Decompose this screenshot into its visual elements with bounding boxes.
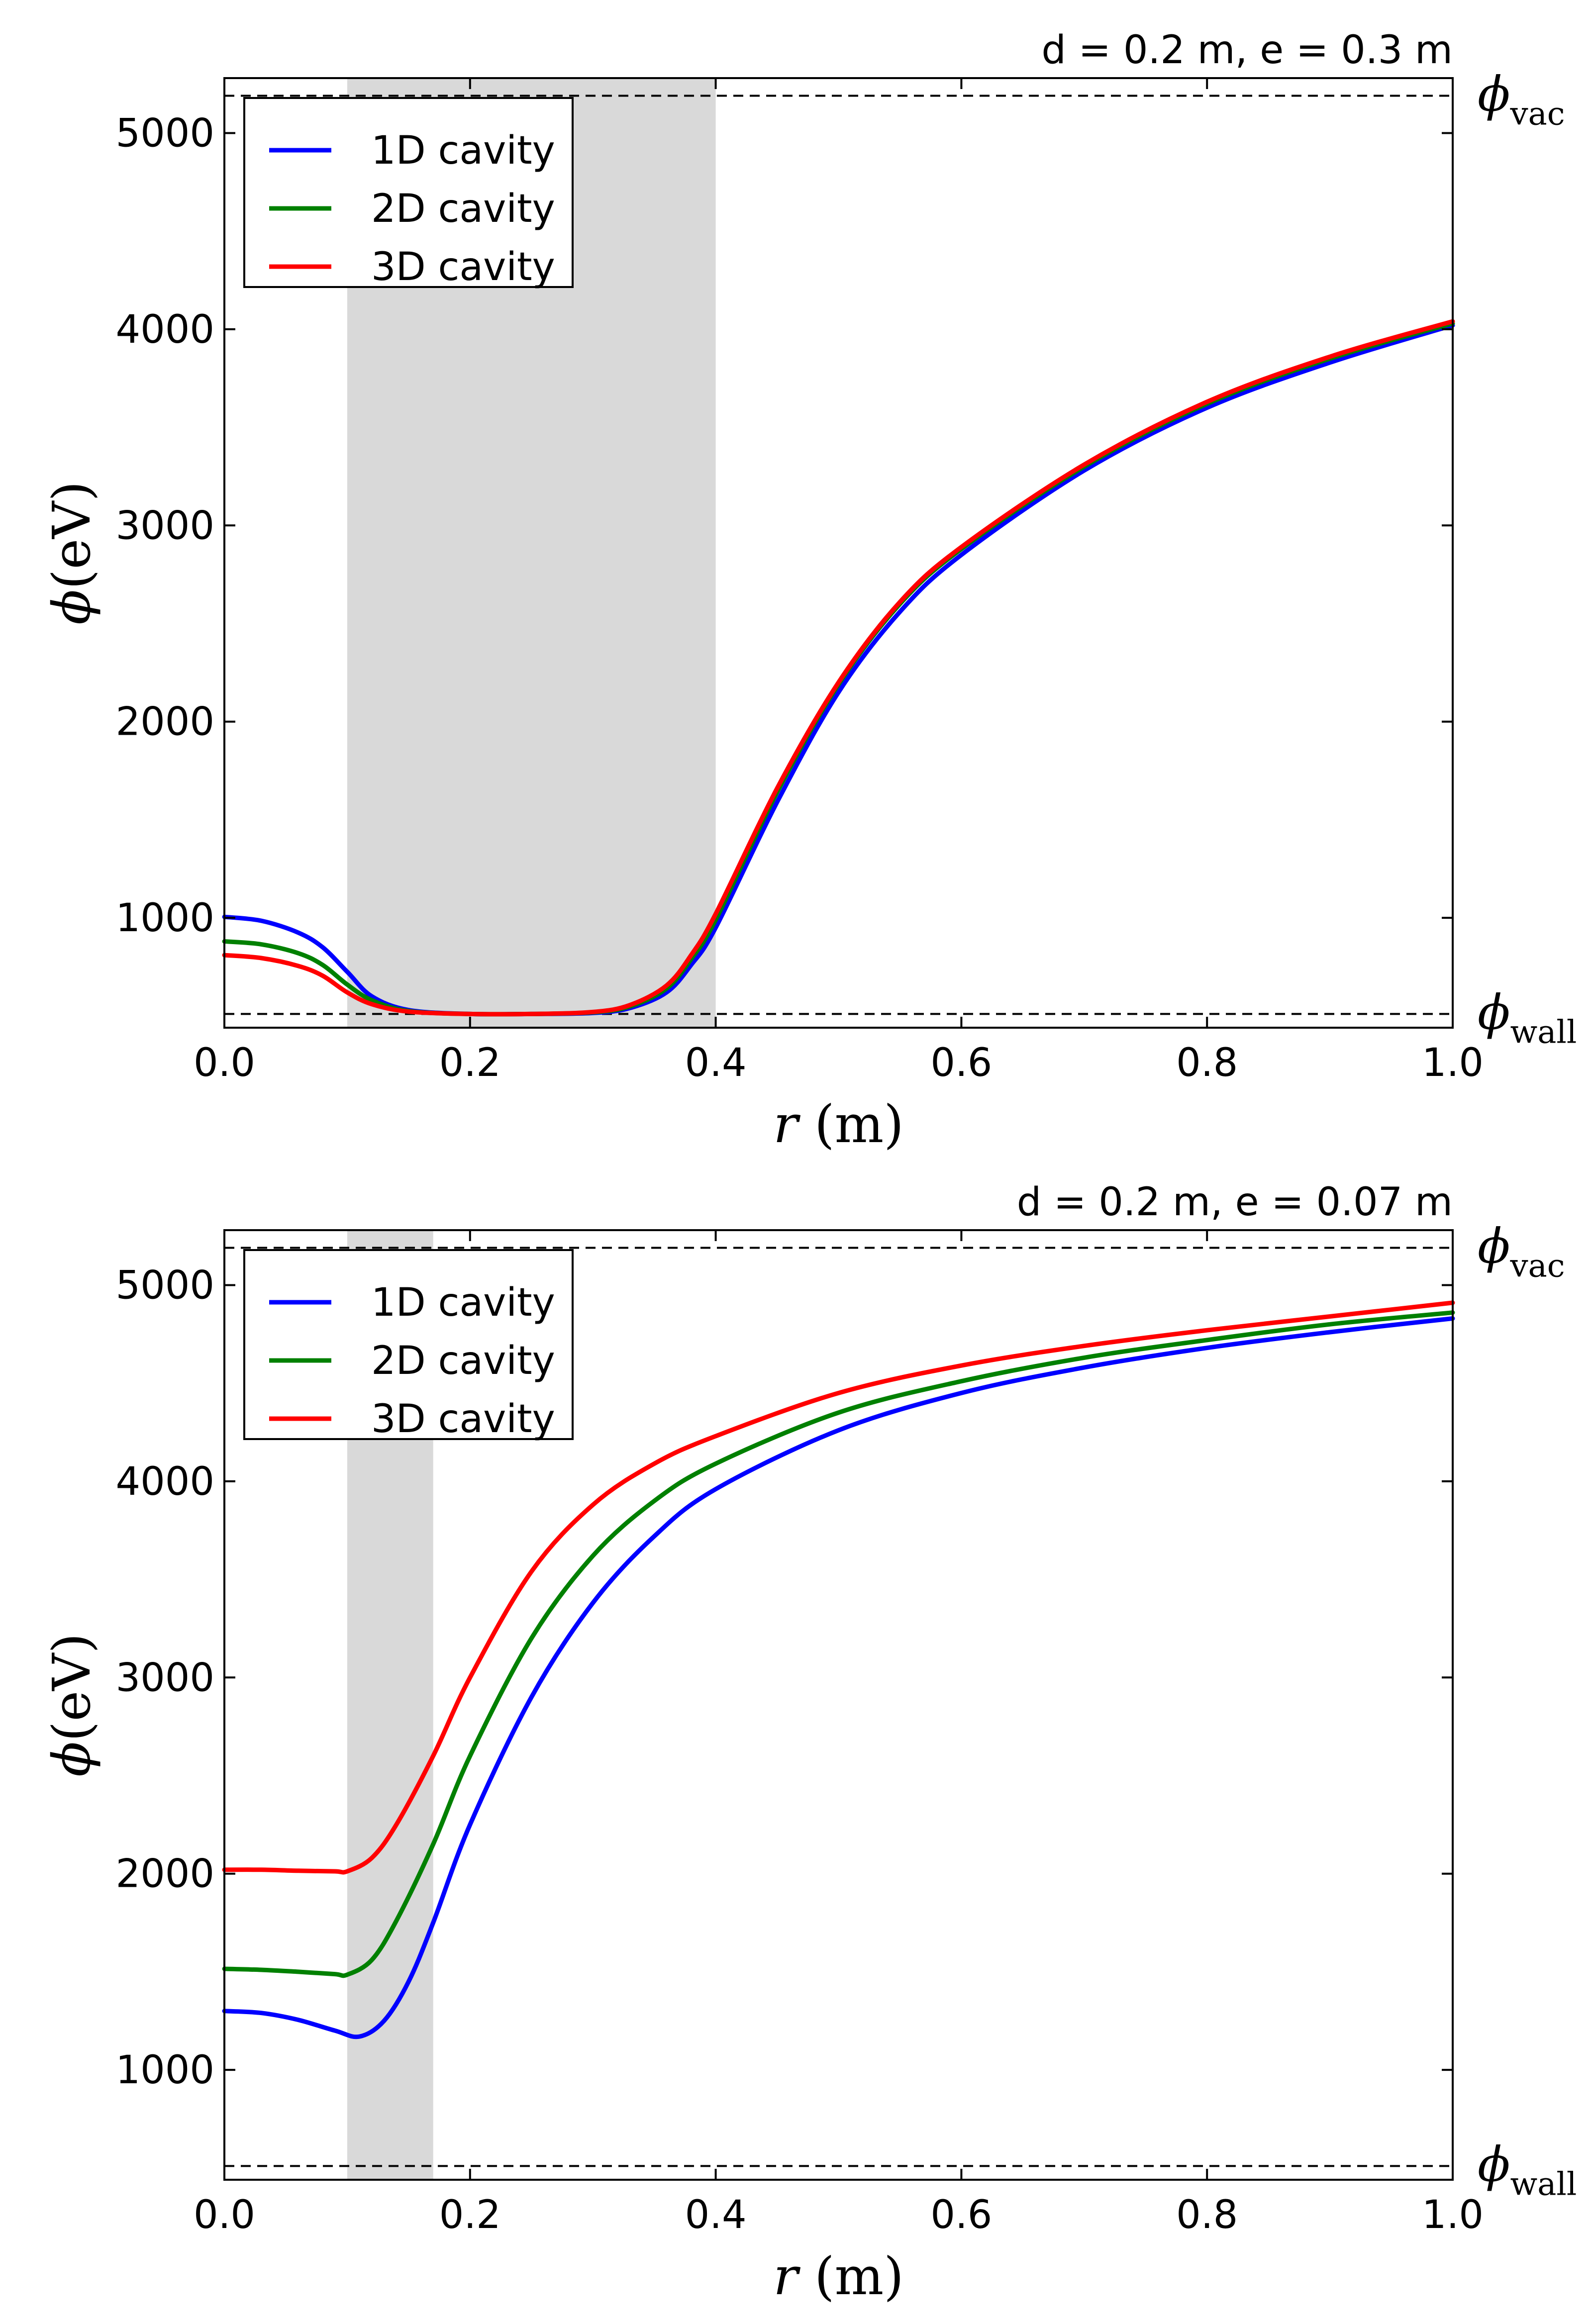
legend-label-2d: 2D cavity (371, 187, 555, 231)
y-axis-label: ϕ(eV) (41, 481, 102, 625)
x-tick-label: 0.4 (685, 1041, 747, 1085)
y-tick-label: 4000 (115, 1459, 214, 1504)
ref-symbol: ϕ (1478, 2136, 1510, 2192)
y-tick-label: 4000 (115, 307, 214, 352)
y-tick-label: 1000 (115, 2048, 214, 2093)
y-axis-unit: (eV) (41, 481, 102, 589)
legend-label-2d: 2D cavity (371, 1339, 555, 1383)
y-tick-label: 3000 (115, 1655, 214, 1700)
x-tick-label: 1.0 (1422, 1041, 1484, 1085)
x-tick-label: 0.0 (194, 2193, 255, 2237)
legend-label-1d: 1D cavity (371, 1280, 555, 1325)
ref-label-vac: ϕvac (1478, 66, 1565, 132)
ref-label-vac: ϕvac (1478, 1218, 1565, 1284)
x-tick-label: 0.2 (439, 1041, 501, 1085)
x-axis-label: r (m) (773, 1094, 904, 1155)
ref-symbol: ϕ (1478, 66, 1510, 122)
ref-subscript: wall (1510, 2166, 1577, 2203)
plot-frame (223, 77, 1454, 1029)
legend: 1D cavity 2D cavity 3D cavity (243, 1249, 574, 1442)
y-tick-label: 5000 (115, 111, 214, 156)
x-axis-unit: (m) (798, 1094, 904, 1155)
y-axis-var: ϕ (41, 589, 102, 625)
legend-box (243, 1249, 574, 1440)
x-axis-var: r (773, 2246, 800, 2307)
y-tick-label: 2000 (115, 700, 214, 745)
legend-box (243, 97, 574, 288)
plot-frame (223, 1229, 1454, 2181)
x-tick-label: 0.2 (439, 2193, 501, 2237)
series-line-3d (222, 1300, 1455, 1875)
ref-subscript: wall (1510, 1014, 1577, 1051)
y-tick-label: 3000 (115, 503, 214, 548)
y-axis-label: ϕ(eV) (41, 1633, 102, 1777)
y-tick-label: 1000 (115, 896, 214, 941)
y-axis-unit: (eV) (41, 1633, 102, 1742)
ref-symbol: ϕ (1478, 984, 1510, 1040)
chart-title: d = 0.2 m, e = 0.07 m (1017, 1180, 1453, 1225)
legend-label-1d: 1D cavity (371, 128, 555, 173)
x-tick-label: 0.8 (1176, 1041, 1238, 1085)
legend-label-3d: 3D cavity (371, 245, 555, 290)
y-axis-var: ϕ (41, 1742, 102, 1777)
x-tick-label: 0.0 (194, 1041, 255, 1085)
x-tick-label: 0.6 (930, 2193, 992, 2237)
ref-subscript: vac (1509, 96, 1565, 132)
series-line-1d (222, 323, 1455, 1017)
ref-label-wall: ϕwall (1478, 984, 1577, 1051)
legend-label-3d: 3D cavity (371, 1397, 555, 1442)
x-tick-label: 1.0 (1422, 2193, 1484, 2237)
y-tick-label: 2000 (115, 1852, 214, 1897)
y-tick-label: 5000 (115, 1263, 214, 1308)
x-axis-var: r (773, 1094, 800, 1155)
series-line-2d (222, 1310, 1455, 1978)
x-axis-label: r (m) (773, 2246, 904, 2307)
x-tick-label: 0.8 (1176, 2193, 1238, 2237)
ref-label-wall: ϕwall (1478, 2136, 1577, 2203)
ref-subscript: vac (1509, 1248, 1565, 1284)
ref-symbol: ϕ (1478, 1218, 1510, 1274)
series-line-3d (222, 319, 1455, 1017)
x-tick-label: 0.4 (685, 2193, 747, 2237)
x-axis-unit: (m) (798, 2246, 904, 2307)
x-tick-label: 0.6 (930, 1041, 992, 1085)
chart-title: d = 0.2 m, e = 0.3 m (1041, 28, 1453, 73)
legend: 1D cavity 2D cavity 3D cavity (243, 97, 574, 290)
series-line-1d (222, 1316, 1455, 2039)
